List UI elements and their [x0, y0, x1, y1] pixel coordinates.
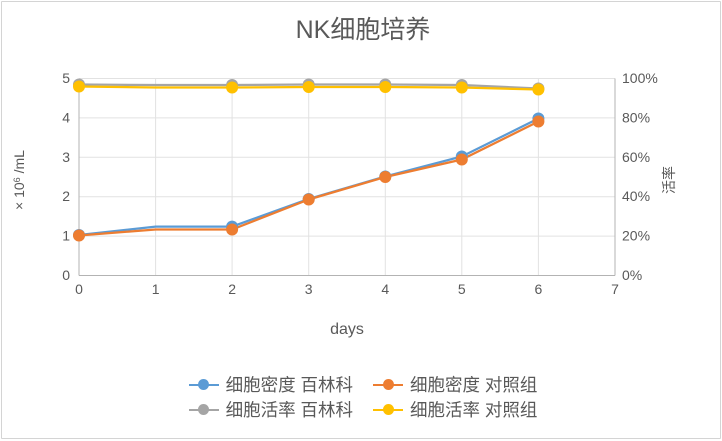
svg-text:0: 0	[62, 267, 70, 283]
svg-text:1: 1	[62, 228, 70, 244]
svg-text:5: 5	[458, 281, 466, 297]
svg-text:80%: 80%	[622, 109, 650, 125]
svg-text:5: 5	[62, 70, 70, 86]
svg-text:2: 2	[62, 188, 70, 204]
svg-text:3: 3	[305, 281, 313, 297]
svg-text:days: days	[330, 321, 364, 338]
svg-text:0%: 0%	[622, 267, 642, 283]
svg-text:3: 3	[62, 149, 70, 165]
svg-text:活率: 活率	[661, 166, 677, 194]
svg-text:7: 7	[611, 281, 619, 297]
svg-text:× 106 /mL: × 106 /mL	[11, 150, 27, 210]
svg-text:100%: 100%	[622, 70, 658, 86]
svg-text:0: 0	[75, 281, 83, 297]
svg-text:2: 2	[228, 281, 236, 297]
svg-text:4: 4	[62, 109, 70, 125]
svg-text:6: 6	[535, 281, 543, 297]
svg-text:20%: 20%	[622, 228, 650, 244]
svg-text:4: 4	[381, 281, 389, 297]
svg-text:60%: 60%	[622, 149, 650, 165]
svg-text:40%: 40%	[622, 188, 650, 204]
svg-text:1: 1	[152, 281, 160, 297]
